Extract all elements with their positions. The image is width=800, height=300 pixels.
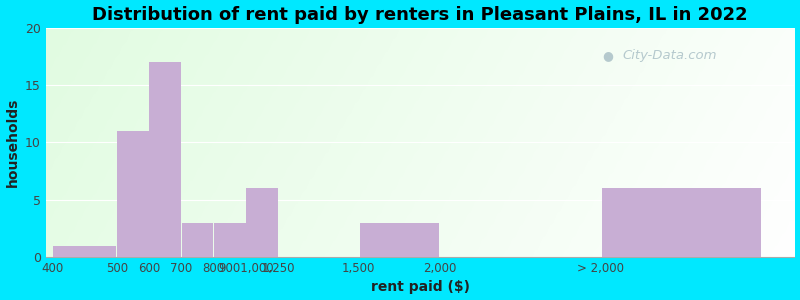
Bar (117, 131, 149, 257)
Bar (360, 223, 438, 257)
Bar (602, 188, 761, 257)
Text: ●: ● (602, 49, 613, 62)
Bar (246, 188, 278, 257)
Bar (150, 62, 181, 257)
Text: City-Data.com: City-Data.com (622, 49, 717, 62)
Bar (53, 246, 116, 257)
Bar (214, 223, 246, 257)
Bar (182, 223, 214, 257)
Title: Distribution of rent paid by renters in Pleasant Plains, IL in 2022: Distribution of rent paid by renters in … (92, 6, 748, 24)
X-axis label: rent paid ($): rent paid ($) (370, 280, 470, 294)
Y-axis label: households: households (6, 98, 19, 187)
